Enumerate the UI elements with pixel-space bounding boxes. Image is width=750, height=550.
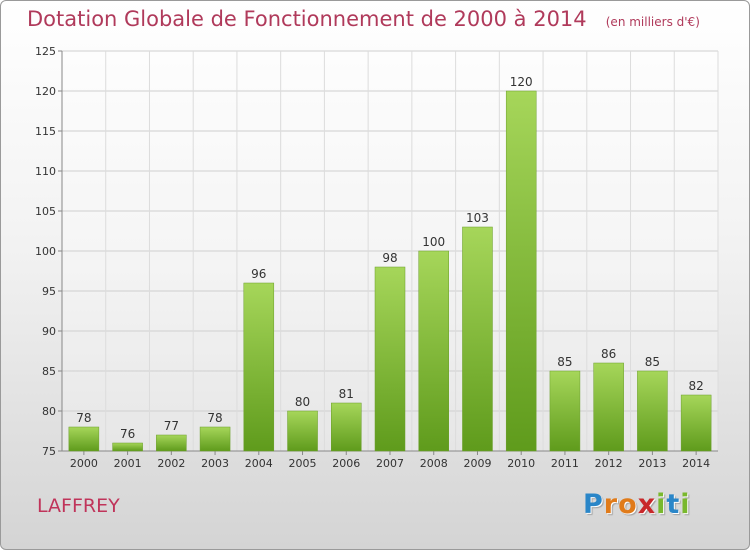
chart-unit: (en milliers d'€) xyxy=(605,15,700,29)
bar-2005 xyxy=(287,410,318,452)
bar-value-label: 81 xyxy=(339,387,354,401)
bar-value-label: 80 xyxy=(295,395,310,409)
y-tick-label: 110 xyxy=(35,165,56,178)
bar-value-label: 86 xyxy=(601,347,616,361)
y-tick-label: 75 xyxy=(42,445,56,458)
bar-value-label: 78 xyxy=(76,411,91,425)
logo-letter: r xyxy=(603,489,619,520)
logo-letter: o xyxy=(618,489,638,520)
x-tick-label: 2010 xyxy=(507,457,535,470)
bar-2002 xyxy=(156,434,187,452)
bar-2013 xyxy=(637,370,668,452)
commune-name: LAFFREY xyxy=(37,495,120,517)
bar-2001 xyxy=(112,442,143,452)
x-tick-label: 2007 xyxy=(376,457,404,470)
bar-value-label: 98 xyxy=(382,251,397,265)
bar-value-label: 77 xyxy=(164,419,179,433)
x-tick-label: 2013 xyxy=(638,457,666,470)
bar-2012 xyxy=(593,362,624,452)
x-tick-label: 2008 xyxy=(420,457,448,470)
y-tick-label: 120 xyxy=(35,85,56,98)
bar-value-label: 100 xyxy=(422,235,445,249)
x-tick-label: 2000 xyxy=(70,457,98,470)
y-tick-label: 125 xyxy=(35,45,56,58)
y-tick-label: 100 xyxy=(35,245,56,258)
x-tick-label: 2009 xyxy=(463,457,491,470)
bar-value-label: 85 xyxy=(645,355,660,369)
y-tick-label: 95 xyxy=(42,285,56,298)
bar-value-label: 78 xyxy=(207,411,222,425)
proxiti-logo: Proxiti xyxy=(583,489,691,520)
bar-2007 xyxy=(374,266,406,452)
x-tick-label: 2002 xyxy=(157,457,185,470)
x-tick-label: 2001 xyxy=(114,457,142,470)
logo-letter: x xyxy=(637,489,657,520)
bar-value-label: 76 xyxy=(120,427,135,441)
axis-layer: 75 80 85 90 95 100 105 110 115 120 125 2000 2001 2002… xyxy=(35,45,718,470)
bar-2011 xyxy=(549,370,581,452)
bar-value-label: 120 xyxy=(510,75,533,89)
bar-value-label: 82 xyxy=(688,379,703,393)
y-tick-label: 90 xyxy=(42,325,56,338)
bar-2014 xyxy=(680,394,712,452)
bar-value-label: 96 xyxy=(251,267,266,281)
bar-2009 xyxy=(462,226,493,452)
bar-2010 xyxy=(505,90,537,452)
x-tick-label: 2006 xyxy=(332,457,360,470)
x-tick-label: 2011 xyxy=(551,457,579,470)
bar-2003 xyxy=(199,426,231,452)
x-tick-label: 2004 xyxy=(245,457,273,470)
bar-2004 xyxy=(243,282,275,452)
logo-letter: P xyxy=(583,489,604,520)
y-tick-label: 115 xyxy=(35,125,56,138)
y-tick-label: 105 xyxy=(35,205,56,218)
logo-letter: t xyxy=(666,489,681,520)
x-tick-label: 2003 xyxy=(201,457,229,470)
x-tick-label: 2014 xyxy=(682,457,710,470)
title-row: Dotation Globale de Fonctionnement de 20… xyxy=(27,7,700,31)
y-tick-label: 80 xyxy=(42,405,56,418)
bar-value-label: 103 xyxy=(466,211,489,225)
bar-2000 xyxy=(68,426,100,452)
chart-title: Dotation Globale de Fonctionnement de 20… xyxy=(27,7,587,31)
logo-letter: i xyxy=(680,489,691,520)
x-tick-label: 2012 xyxy=(595,457,623,470)
logo-letter: i xyxy=(656,489,667,520)
bar-value-label: 85 xyxy=(557,355,572,369)
bar-2006 xyxy=(331,402,362,452)
bar-2008 xyxy=(418,250,449,452)
x-tick-label: 2005 xyxy=(289,457,317,470)
y-tick-label: 85 xyxy=(42,365,56,378)
bar-layer: 78 76 77 78 96 80 81 98 100 103 120 85 86 85 82 xyxy=(68,75,712,452)
